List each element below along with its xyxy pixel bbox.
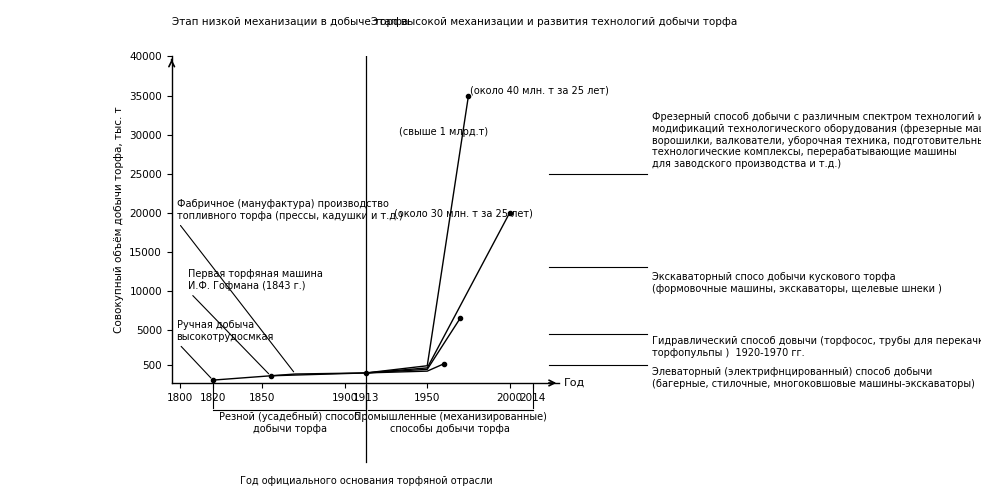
Text: Фабричное (мануфактура) производство
топливного торфа (прессы, кадушки и т.д.): Фабричное (мануфактура) производство топ… bbox=[177, 199, 402, 372]
Text: Гидравлический способ довычи (торфосос, трубы для перекачки
торфопульпы )  1920-: Гидравлический способ довычи (торфосос, … bbox=[652, 336, 981, 358]
Text: (около 30 млн. т за 25 лет): (около 30 млн. т за 25 лет) bbox=[394, 209, 533, 218]
Y-axis label: Совокупный объём добычи торфа, тыс. т: Совокупный объём добычи торфа, тыс. т bbox=[114, 107, 124, 333]
Text: (свыше 1 млрд.т): (свыше 1 млрд.т) bbox=[399, 127, 489, 136]
Text: Этап низкой механизации в добыче торфа: Этап низкой механизации в добыче торфа bbox=[172, 17, 408, 27]
Text: Фрезерный способ добычи с различным спектром технологий и
модификаций технологич: Фрезерный способ добычи с различным спек… bbox=[652, 112, 981, 169]
Text: Промышленные (механизированные)
способы добычи торфа: Промышленные (механизированные) способы … bbox=[354, 412, 546, 434]
Text: Этап высокой механизации и развития технологий добычи торфа: Этап высокой механизации и развития техн… bbox=[371, 17, 738, 27]
Text: Резной (усадебный) способ
добычи торфа: Резной (усадебный) способ добычи торфа bbox=[219, 412, 360, 434]
Text: Элеваторный (электрифнцированный) способ добычи
(багерные, стилочные, многоковшо: Элеваторный (электрифнцированный) способ… bbox=[652, 367, 975, 389]
Text: Экскаваторный спосо добычи кускового торфа
(формовочные машины, экскаваторы, щел: Экскаваторный спосо добычи кускового тор… bbox=[652, 273, 942, 294]
Text: Год официального основания торфяной отрасли: Год официального основания торфяной отра… bbox=[240, 476, 492, 486]
Text: Первая торфяная машина
И.Ф. Гофмана (1843 г.): Первая торфяная машина И.Ф. Гофмана (184… bbox=[188, 269, 323, 374]
Text: (около 40 млн. т за 25 лет): (около 40 млн. т за 25 лет) bbox=[470, 86, 609, 96]
Text: Ручная добыча
высокотрудосмкая: Ручная добыча высокотрудосмкая bbox=[177, 320, 274, 378]
Text: Год: Год bbox=[564, 378, 586, 388]
